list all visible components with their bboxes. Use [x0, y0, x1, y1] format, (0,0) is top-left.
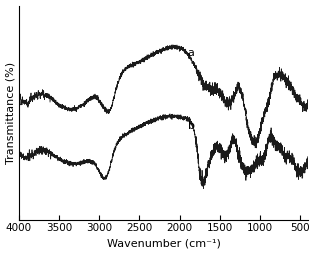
Y-axis label: Transmittance (%): Transmittance (%) — [6, 62, 16, 164]
Text: a: a — [188, 48, 195, 58]
Text: b: b — [188, 121, 195, 131]
X-axis label: Wavenumber (cm⁻¹): Wavenumber (cm⁻¹) — [107, 239, 221, 248]
